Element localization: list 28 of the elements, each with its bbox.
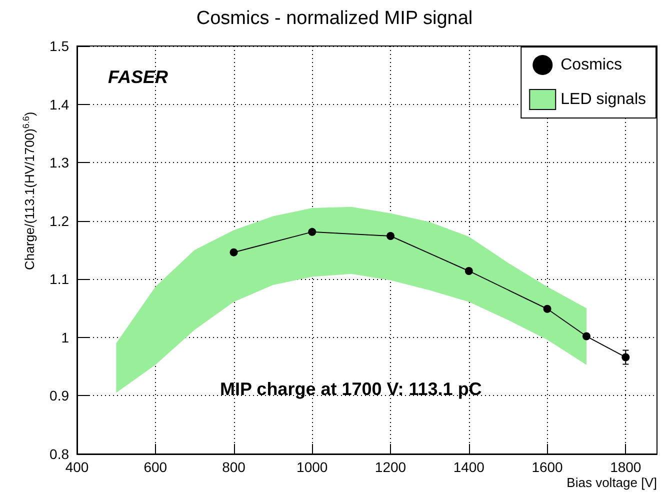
x-axis-title: Bias voltage [V] [566,475,657,490]
x-tick-label: 1400 [453,459,485,475]
y-tick-label: 0.8 [50,446,70,462]
x-tick-label: 1000 [296,459,328,475]
y-tick-label: 1.2 [50,212,70,229]
y-tick-label: 0.9 [50,388,70,404]
point [543,304,552,313]
annotation: MIP charge at 1700 V: 113.1 pC [220,379,482,399]
y-tick-label: 1.3 [50,154,70,171]
point [464,266,473,275]
y-tick-label: 1 [61,329,70,346]
y-tick-label: 1.5 [50,38,70,54]
chart-title: Cosmics - normalized MIP signal [196,8,473,29]
x-tick-label: 1800 [610,459,642,475]
x-tick-label: 800 [222,459,246,475]
x-tick-label: 600 [144,459,168,475]
y-tick-label: 1.4 [50,96,70,112]
y-tick-label: 1.1 [50,271,70,288]
legend-label: LED signals [560,91,646,108]
point [308,228,316,236]
x-tick-label: 1600 [532,459,564,475]
x-tick-label: 1200 [374,459,406,475]
annotation: FASER [108,67,168,87]
point [230,248,238,256]
legend-label: Cosmics [560,56,622,74]
x-tick-label: 400 [65,459,89,475]
point [386,232,395,240]
point [582,332,590,340]
